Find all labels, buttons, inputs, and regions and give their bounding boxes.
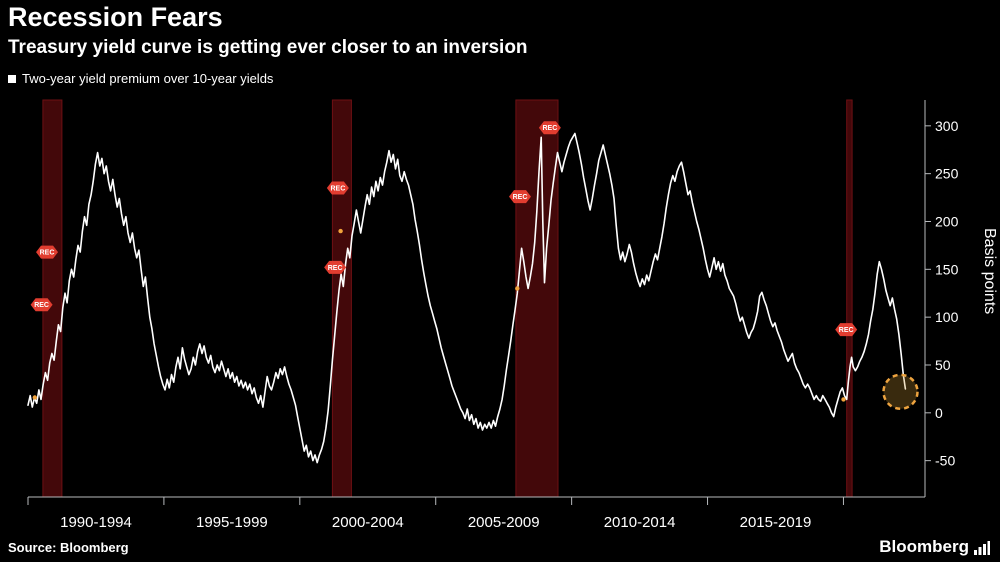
recession-marker-badge xyxy=(835,323,858,337)
accent-dot xyxy=(515,286,520,291)
bloomberg-logo: Bloomberg xyxy=(879,537,990,557)
accent-dot xyxy=(338,228,343,234)
recession-marker-label: REC xyxy=(330,186,345,193)
accent-dot xyxy=(841,397,846,402)
x-axis-period-label: 1995-1999 xyxy=(196,514,268,531)
y-axis-tick-label: 150 xyxy=(935,261,959,277)
recession-marker-badge xyxy=(324,260,347,274)
bloomberg-wordmark: Bloomberg xyxy=(879,537,969,556)
y-axis-tick-label: 50 xyxy=(935,357,951,373)
x-axis-period-label: 2005-2009 xyxy=(468,514,540,531)
recession-marker-label: REC xyxy=(40,250,55,257)
recession-marker-badge xyxy=(538,121,561,135)
highlight-circle xyxy=(882,373,919,411)
recession-marker-label: REC xyxy=(513,194,528,201)
y-axis-tick-label: -50 xyxy=(935,453,955,469)
bloomberg-chart-icon xyxy=(974,541,990,555)
y-axis-tick-label: 250 xyxy=(935,166,959,182)
recession-marker-label: REC xyxy=(839,327,854,334)
series-line xyxy=(27,132,907,464)
source-label: Source: Bloomberg xyxy=(8,540,129,555)
x-axis-period-label: 2000-2004 xyxy=(332,514,404,531)
legend-label: Two-year yield premium over 10-year yiel… xyxy=(22,71,274,86)
x-axis-period-label: 2015-2019 xyxy=(740,514,812,531)
chart-subtitle: Treasury yield curve is getting ever clo… xyxy=(8,37,528,58)
x-axis-period-label: 2010-2014 xyxy=(604,514,676,531)
recession-band xyxy=(331,99,352,498)
y-axis-tick-label: 0 xyxy=(935,405,943,421)
y-axis-tick-label: 100 xyxy=(935,309,959,325)
y-axis-title: Basis points xyxy=(981,228,998,315)
recession-band xyxy=(515,99,559,498)
accent-dot xyxy=(32,395,37,400)
recession-band xyxy=(846,99,853,498)
page-title: Recession Fears xyxy=(8,2,223,32)
legend: Two-year yield premium over 10-year yiel… xyxy=(8,71,273,86)
y-axis-tick-label: 300 xyxy=(935,118,959,134)
x-axis-period-label: 1990-1994 xyxy=(60,514,132,531)
recession-marker-label: REC xyxy=(34,302,49,309)
recession-marker-label: REC xyxy=(328,265,343,272)
legend-swatch-icon xyxy=(8,74,16,83)
recession-marker-badge xyxy=(508,190,531,204)
recession-marker-badge xyxy=(30,298,53,312)
recession-marker-label: REC xyxy=(543,125,558,132)
recession-marker-badge xyxy=(326,181,349,195)
y-axis-tick-label: 200 xyxy=(935,213,959,229)
recession-marker-badge xyxy=(36,245,59,259)
